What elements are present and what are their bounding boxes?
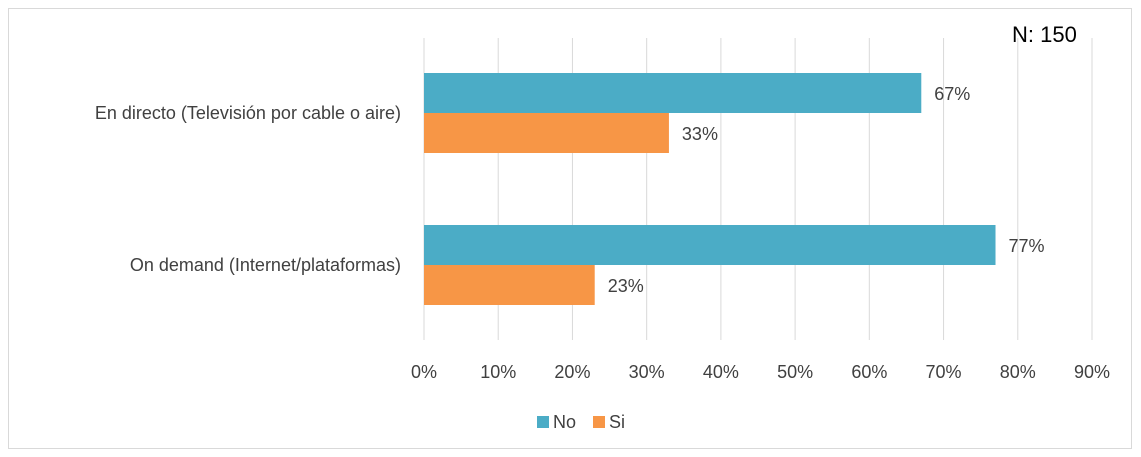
x-tick-label: 80% [1000, 362, 1036, 382]
data-label: 33% [682, 124, 718, 144]
x-tick-label: 90% [1074, 362, 1110, 382]
x-tick-label: 10% [480, 362, 516, 382]
x-tick-label: 0% [411, 362, 437, 382]
bar-no [424, 73, 922, 113]
x-tick-label: 50% [777, 362, 813, 382]
bar-si [424, 265, 595, 305]
category-label: En directo (Televisión por cable o aire) [95, 103, 401, 123]
x-tick-label: 40% [703, 362, 739, 382]
legend-label-si: Si [609, 412, 625, 432]
x-tick-label: 60% [851, 362, 887, 382]
data-label: 67% [934, 84, 970, 104]
bar-no [424, 225, 996, 265]
legend-swatch-no [537, 416, 549, 428]
data-label: 23% [608, 276, 644, 296]
data-label: 77% [1009, 236, 1045, 256]
x-tick-label: 20% [554, 362, 590, 382]
legend-label-no: No [553, 412, 576, 432]
x-tick-label: 70% [926, 362, 962, 382]
bar-si [424, 113, 669, 153]
sample-size-annotation: N: 150 [1012, 22, 1077, 47]
category-label: On demand (Internet/plataformas) [130, 255, 401, 275]
legend-swatch-si [593, 416, 605, 428]
x-tick-label: 30% [629, 362, 665, 382]
